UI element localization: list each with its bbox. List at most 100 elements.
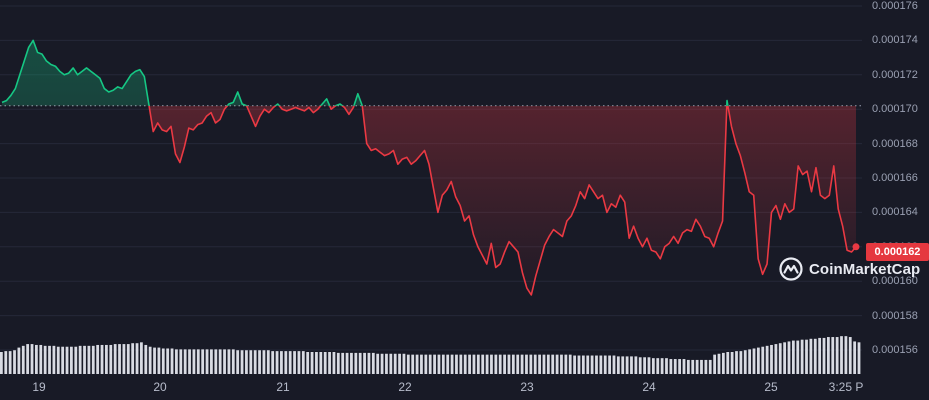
volume-bar bbox=[665, 358, 668, 374]
volume-bar bbox=[730, 352, 734, 374]
volume-bar bbox=[735, 351, 738, 374]
volume-bar bbox=[336, 352, 340, 374]
volume-bar bbox=[643, 357, 646, 374]
volume-bar bbox=[551, 354, 555, 374]
volume-bar bbox=[389, 353, 393, 374]
volume-bar bbox=[704, 359, 708, 374]
volume-bar bbox=[56, 346, 60, 374]
volume-bar bbox=[196, 349, 200, 374]
volume-bar bbox=[577, 355, 581, 374]
volume-bar bbox=[48, 345, 51, 374]
volume-bar bbox=[459, 354, 463, 374]
volume-bar bbox=[525, 354, 528, 374]
volume-bar bbox=[752, 348, 756, 374]
volume-bar bbox=[656, 358, 660, 374]
volume-bar bbox=[363, 352, 366, 374]
y-tick-label: 0.000172 bbox=[872, 68, 918, 81]
volume-bar bbox=[831, 337, 835, 374]
volume-bar bbox=[35, 344, 38, 374]
volume-bar bbox=[4, 351, 8, 374]
volume-bar bbox=[717, 353, 721, 374]
volume-bar bbox=[271, 351, 275, 374]
volume-bar bbox=[778, 343, 782, 374]
volume-bar bbox=[30, 344, 34, 374]
volume-bar bbox=[756, 347, 760, 374]
volume-bar bbox=[630, 356, 633, 374]
volume-bar bbox=[345, 352, 349, 374]
volume-bar bbox=[350, 352, 353, 374]
y-tick-label: 0.000164 bbox=[872, 206, 918, 219]
volume-bar bbox=[542, 354, 546, 374]
volume-bar bbox=[109, 344, 113, 374]
volume-bar bbox=[214, 349, 218, 374]
volume-bar bbox=[516, 354, 520, 374]
volume-bar bbox=[546, 354, 550, 374]
volume-bar bbox=[481, 354, 485, 374]
volume-bar bbox=[765, 345, 769, 374]
volume-bar bbox=[8, 351, 12, 374]
volume-bar bbox=[205, 349, 209, 374]
volume-bar bbox=[306, 352, 310, 374]
volume-bar bbox=[809, 338, 813, 374]
volume-bar bbox=[424, 354, 428, 374]
volume-bar bbox=[144, 344, 148, 374]
volume-bar bbox=[100, 344, 104, 374]
x-tick-label: 21 bbox=[276, 380, 290, 394]
volume-bar bbox=[573, 355, 576, 374]
volume-bar bbox=[503, 354, 506, 374]
volume-bar bbox=[179, 349, 183, 374]
volume-bar bbox=[713, 354, 717, 374]
volume-bar bbox=[385, 353, 388, 374]
volume-bar bbox=[538, 354, 541, 374]
volume-bar bbox=[581, 355, 585, 374]
volume-bar bbox=[341, 352, 345, 374]
coinmarketcap-logo-icon bbox=[779, 257, 803, 281]
volume-bar bbox=[586, 355, 590, 374]
volume-bar bbox=[354, 352, 358, 374]
x-tick-label: 19 bbox=[32, 380, 46, 394]
volume-bar bbox=[420, 354, 423, 374]
coinmarketcap-watermark: CoinMarketCap bbox=[779, 256, 920, 282]
volume-bar bbox=[463, 354, 467, 374]
volume-bar bbox=[13, 350, 16, 374]
volume-bar bbox=[170, 348, 174, 374]
volume-bar bbox=[183, 349, 187, 374]
volume-bar bbox=[74, 346, 78, 374]
volume-bar bbox=[490, 354, 493, 374]
volume-bar bbox=[796, 340, 800, 374]
volume-bar bbox=[328, 352, 331, 374]
volume-bar bbox=[227, 349, 231, 374]
volume-bar bbox=[721, 352, 725, 374]
volume-bar bbox=[402, 353, 406, 374]
volume-bar bbox=[433, 354, 436, 374]
volume-bar bbox=[669, 359, 673, 374]
volume-bar bbox=[822, 337, 826, 374]
volume-bar bbox=[188, 349, 191, 374]
price-area-above bbox=[2, 40, 856, 106]
price-line-below bbox=[148, 105, 857, 296]
volume-bar bbox=[218, 349, 222, 374]
current-price-tag: 0.000162 bbox=[866, 243, 929, 261]
volume-bar bbox=[411, 354, 415, 374]
volume-bar bbox=[210, 349, 213, 374]
volume-bar bbox=[26, 344, 30, 374]
volume-bar bbox=[599, 355, 603, 374]
volume-bar bbox=[555, 354, 559, 374]
volume-bar bbox=[275, 351, 279, 374]
volume-bar bbox=[367, 352, 371, 374]
volume-bar bbox=[441, 354, 445, 374]
x-tick-label: 25 bbox=[764, 380, 778, 394]
volume-bar bbox=[161, 348, 165, 374]
volume-bar bbox=[253, 350, 257, 374]
volume-bar bbox=[236, 350, 240, 374]
volume-bar bbox=[61, 346, 65, 374]
volume-bar bbox=[805, 339, 808, 374]
y-tick-label: 0.000166 bbox=[872, 172, 918, 184]
volume-bar bbox=[818, 337, 822, 374]
volume-bar bbox=[78, 345, 82, 374]
volume-bar bbox=[857, 342, 861, 374]
volume-bar bbox=[560, 354, 563, 374]
y-tick-label: 0.000176 bbox=[872, 0, 918, 12]
volume-bar bbox=[450, 354, 454, 374]
